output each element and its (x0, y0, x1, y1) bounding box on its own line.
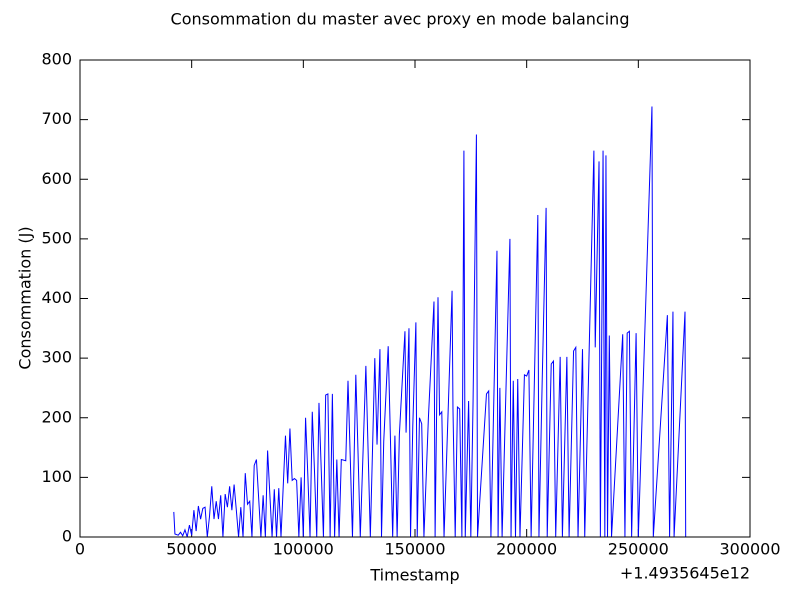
y-axis-label: Consommation (J) (16, 226, 35, 369)
x-offset-label: +1.4935645e12 (620, 564, 750, 583)
y-tick-label: 400 (41, 288, 72, 307)
y-tick-label: 800 (41, 50, 72, 69)
y-tick-label: 600 (41, 169, 72, 188)
x-tick-label: 300000 (719, 540, 780, 559)
y-tick-label: 500 (41, 228, 72, 247)
x-tick-label: 0 (75, 540, 85, 559)
x-tick-label: 250000 (608, 540, 669, 559)
x-tick-label: 100000 (273, 540, 334, 559)
y-tick-label: 0 (62, 527, 72, 546)
y-tick-label: 100 (41, 467, 72, 486)
x-tick-label: 150000 (384, 540, 445, 559)
x-tick-label: 200000 (496, 540, 557, 559)
chart-title: Consommation du master avec proxy en mod… (171, 10, 630, 29)
x-tick-label: 50000 (166, 540, 217, 559)
y-tick-label: 700 (41, 109, 72, 128)
data-line (173, 106, 699, 538)
y-tick-label: 300 (41, 348, 72, 367)
x-axis-label: Timestamp (369, 566, 459, 585)
y-tick-label: 200 (41, 407, 72, 426)
plot-frame (79, 59, 751, 538)
